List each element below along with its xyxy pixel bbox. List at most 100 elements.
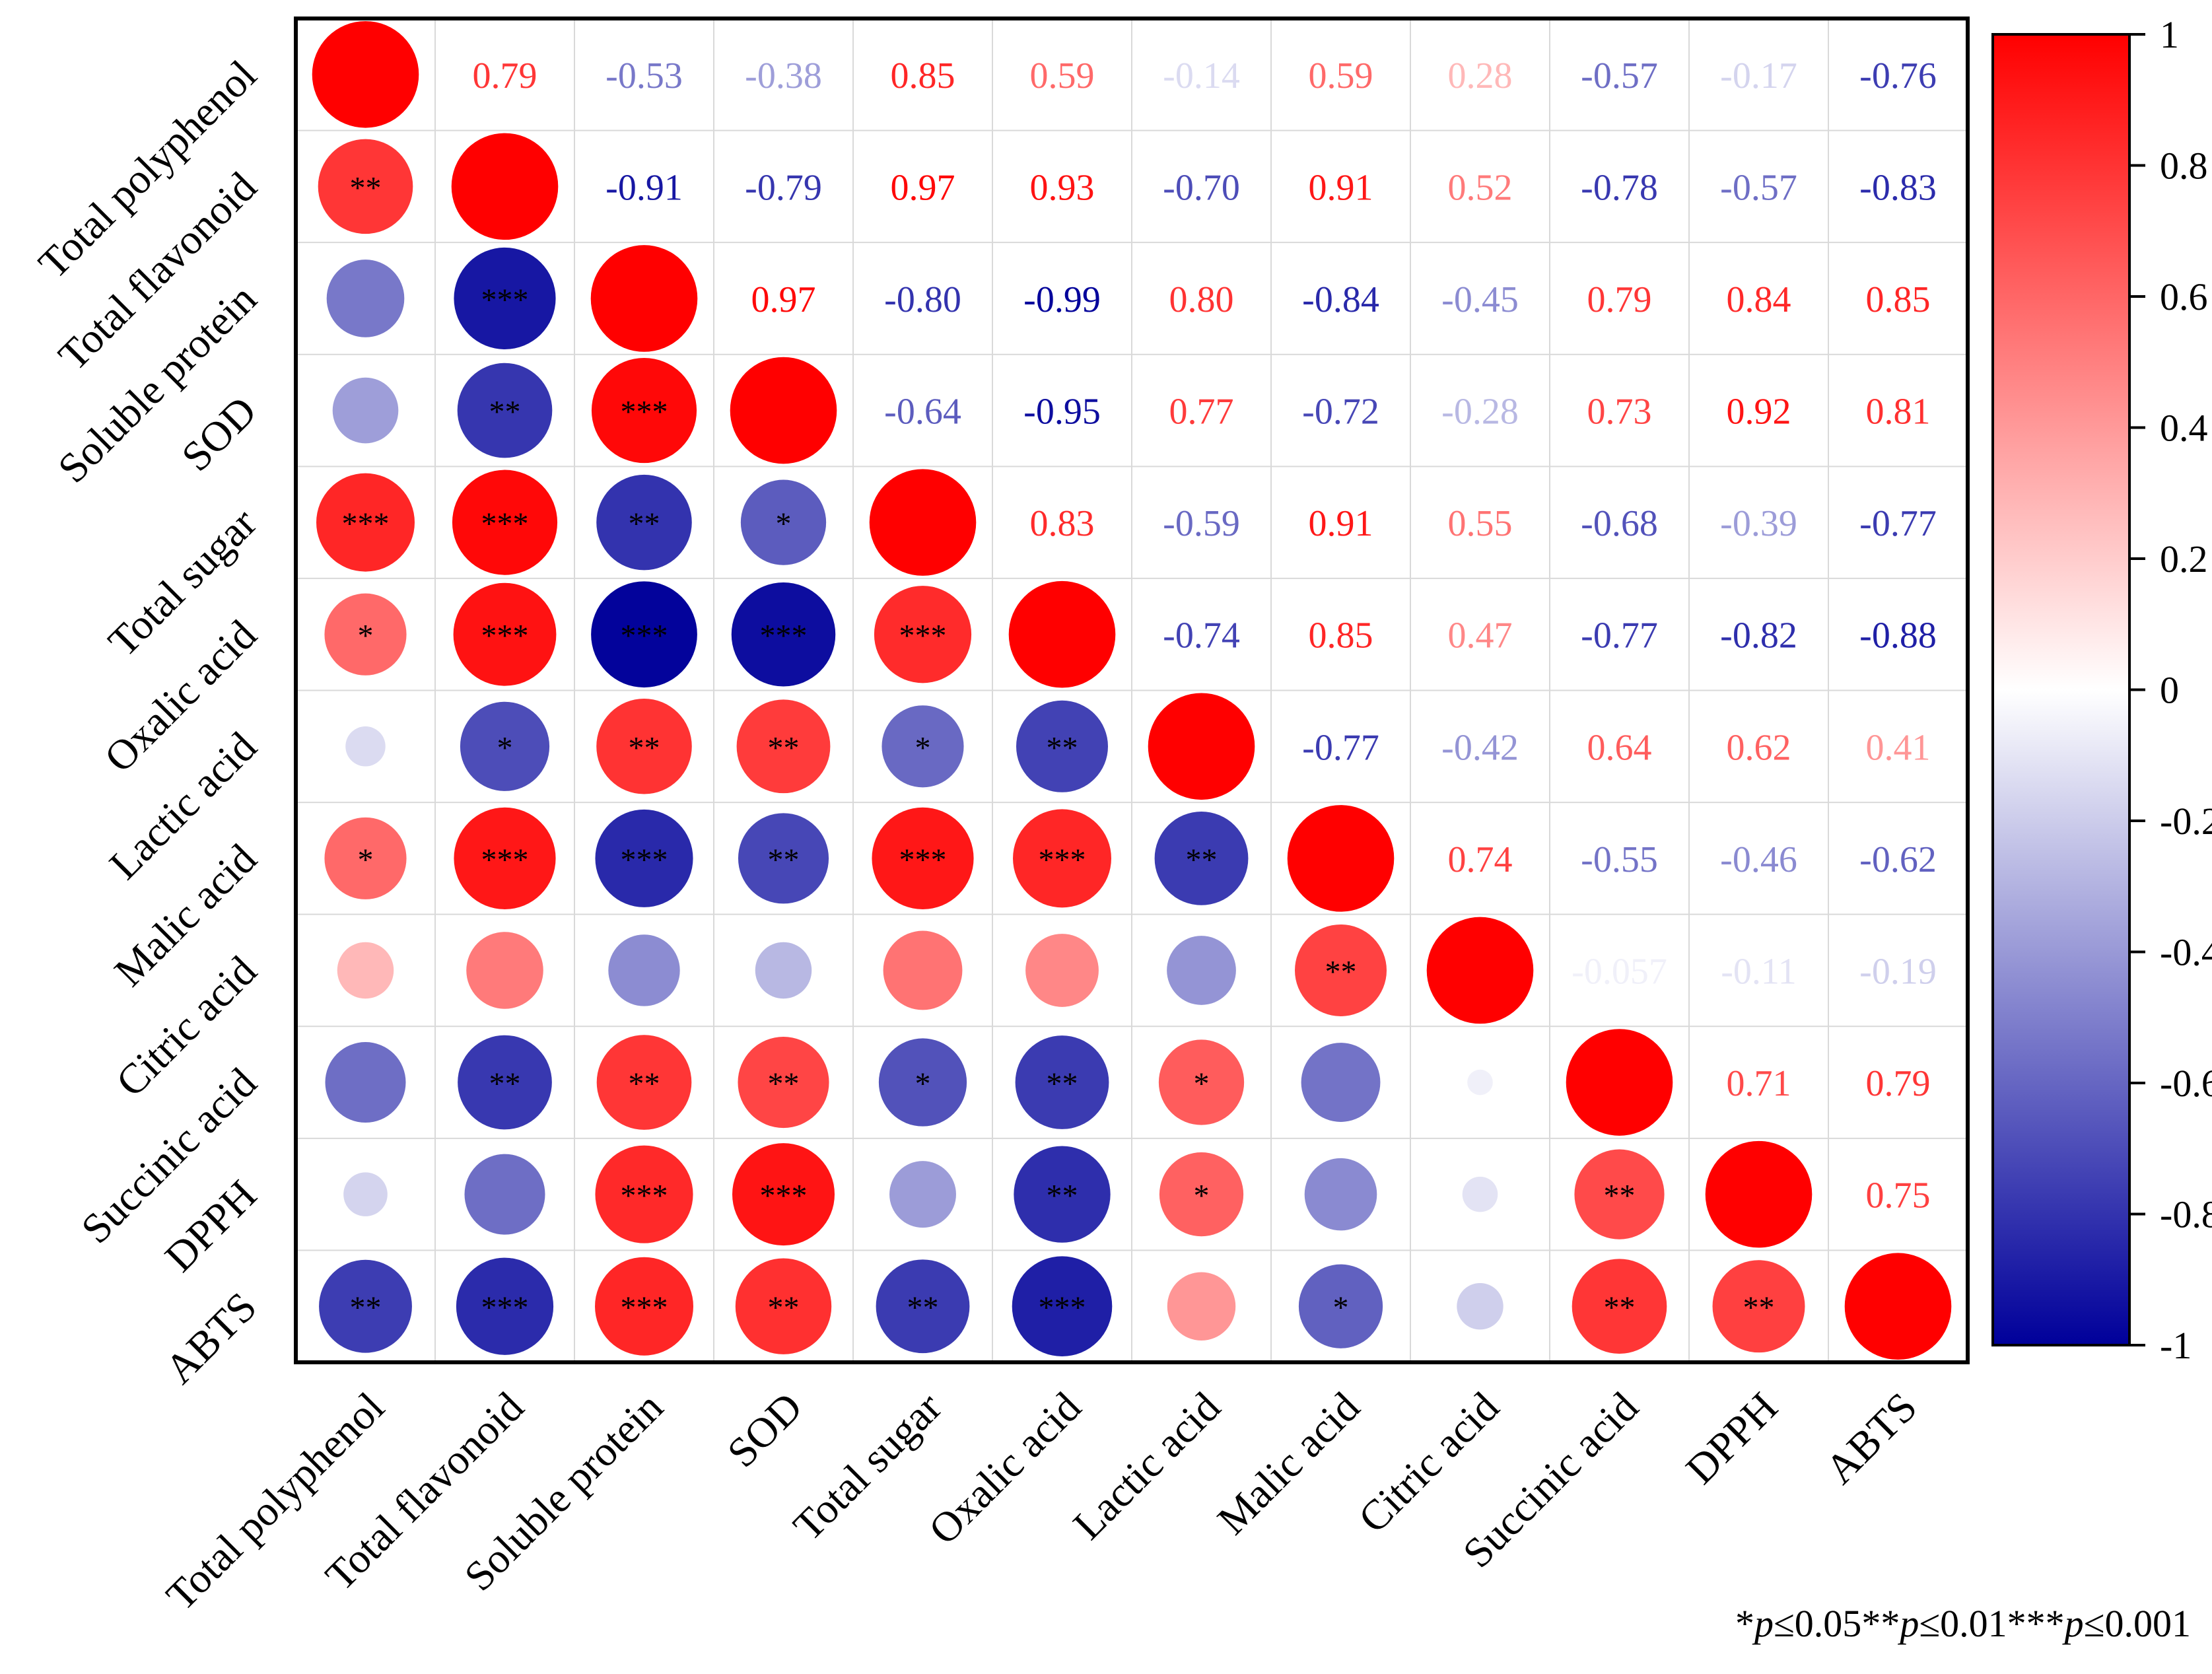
colorbar-tick-label: -0.6 [2160, 1062, 2212, 1105]
corr-value-label: 0.91 [1309, 167, 1373, 208]
corr-circle [731, 582, 836, 687]
legend-p: p [2062, 1602, 2084, 1645]
corr-value-label: 0.64 [1587, 727, 1652, 768]
corr-circle [883, 930, 963, 1010]
significance-stars: ** [350, 1290, 382, 1325]
corr-value-label: 0.83 [1030, 503, 1095, 544]
legend-stars: * [1735, 1602, 1754, 1645]
corr-circle [595, 1145, 693, 1243]
significance-stars: * [1194, 1066, 1210, 1101]
corr-value-label: 0.79 [1587, 279, 1652, 320]
significance-stars: ** [768, 1066, 800, 1101]
row-label: ABTS [156, 1283, 265, 1393]
corr-value-label: 0.85 [1866, 279, 1931, 320]
corr-circle [1301, 1043, 1381, 1122]
significance-stars: *** [342, 506, 390, 541]
significance-stars: * [1194, 1179, 1210, 1214]
corr-circle [1158, 1039, 1245, 1125]
significance-stars: *** [899, 843, 947, 878]
corr-circle [1298, 1264, 1383, 1348]
corr-value-label: 0.84 [1727, 279, 1791, 320]
corr-circle [881, 705, 964, 788]
colorbar-tick-label: 0.8 [2160, 145, 2208, 188]
corr-circle [1012, 1256, 1113, 1356]
corr-value-label: 0.77 [1169, 392, 1234, 433]
corr-value-label: -0.76 [1859, 55, 1937, 96]
corr-circle [755, 942, 812, 999]
corr-value-label: 0.73 [1587, 392, 1652, 433]
corr-circle [464, 1154, 545, 1235]
corr-circle [732, 1143, 835, 1246]
corr-circle [591, 581, 697, 688]
row-label: Soluble protein [49, 275, 265, 492]
significance-stars: ** [1325, 954, 1357, 989]
colorbar-tick-label: 1 [2160, 13, 2179, 56]
corr-circle [1025, 934, 1099, 1007]
corr-circle [343, 1172, 388, 1216]
significance-stars: * [358, 619, 374, 654]
colorbar-tick-label: 0 [2160, 669, 2179, 712]
corr-circle [325, 1042, 406, 1123]
significance-stars: * [358, 843, 374, 878]
legend-p: p [1752, 1602, 1774, 1645]
legend-threshold: ≤0.01 [1919, 1602, 2007, 1645]
corr-circle [1159, 1152, 1244, 1237]
corr-circle [1462, 1176, 1498, 1212]
corr-circle [730, 357, 837, 464]
significance-stars: *** [1039, 843, 1086, 878]
column-label: DPPH [1676, 1383, 1786, 1493]
corr-value-label: -0.82 [1720, 615, 1797, 656]
corr-circle [1574, 1149, 1665, 1239]
column-label: ABTS [1816, 1383, 1926, 1493]
colorbar: 1 0.8 0.6 0.4 0.2 0 -0.2 -0.4 -0.6 -0.8 -1 [1991, 13, 2212, 1367]
significance-stars: ** [1743, 1290, 1775, 1325]
corr-circle [1457, 1282, 1503, 1330]
corr-value-label: 0.28 [1448, 55, 1513, 96]
legend-stars: *** [2007, 1602, 2065, 1645]
corr-circle [596, 1035, 692, 1130]
corr-circle [466, 932, 543, 1009]
corr-circle [872, 807, 974, 909]
corr-circle [595, 809, 693, 907]
corr-value-label: 0.92 [1727, 392, 1791, 433]
corr-circle [316, 473, 415, 572]
colorbar-tick-label: 0.2 [2160, 538, 2208, 580]
corr-circle [1167, 1272, 1236, 1341]
legend-p: p [1897, 1602, 1919, 1645]
corr-circle [324, 593, 407, 676]
significance-stars: *** [760, 1179, 808, 1214]
corr-value-label: -0.77 [1859, 503, 1937, 544]
corr-circle [1167, 936, 1236, 1005]
corr-value-label: 0.97 [891, 167, 955, 208]
significance-stars: *** [760, 619, 808, 654]
corr-value-label: 0.85 [1309, 615, 1373, 656]
corr-circle [591, 357, 697, 464]
significance-stars: ** [1604, 1290, 1636, 1325]
corr-value-label: 0.52 [1448, 167, 1513, 208]
corr-circle [1304, 1158, 1377, 1231]
corr-circle [452, 470, 558, 575]
corr-circle [337, 942, 394, 999]
corr-circle [454, 807, 556, 909]
column-label: Lactic acid [1064, 1383, 1229, 1549]
significance-stars: ** [629, 506, 660, 541]
significance-stars: *** [621, 395, 668, 430]
legend-stars: ** [1861, 1602, 1900, 1645]
corr-value-label: -0.68 [1581, 503, 1658, 544]
corr-value-label: -0.70 [1163, 167, 1240, 208]
significance-stars: ** [1047, 730, 1078, 765]
corr-circle [1016, 700, 1108, 792]
corr-circle [456, 1257, 554, 1355]
matrix-grid [296, 18, 1968, 1362]
significance-stars: * [915, 1066, 931, 1101]
corr-circle [457, 363, 553, 458]
significance-stars: ** [1604, 1179, 1636, 1214]
corr-value-label: -0.99 [1023, 279, 1101, 320]
significance-legend-text: *p≤0.05**p≤0.01***p≤0.001 [1735, 1602, 2191, 1645]
corr-value-label: -0.74 [1163, 615, 1240, 656]
corr-circle [608, 934, 680, 1006]
significance-stars: ** [768, 730, 800, 765]
corr-value-label: -0.84 [1302, 279, 1379, 320]
